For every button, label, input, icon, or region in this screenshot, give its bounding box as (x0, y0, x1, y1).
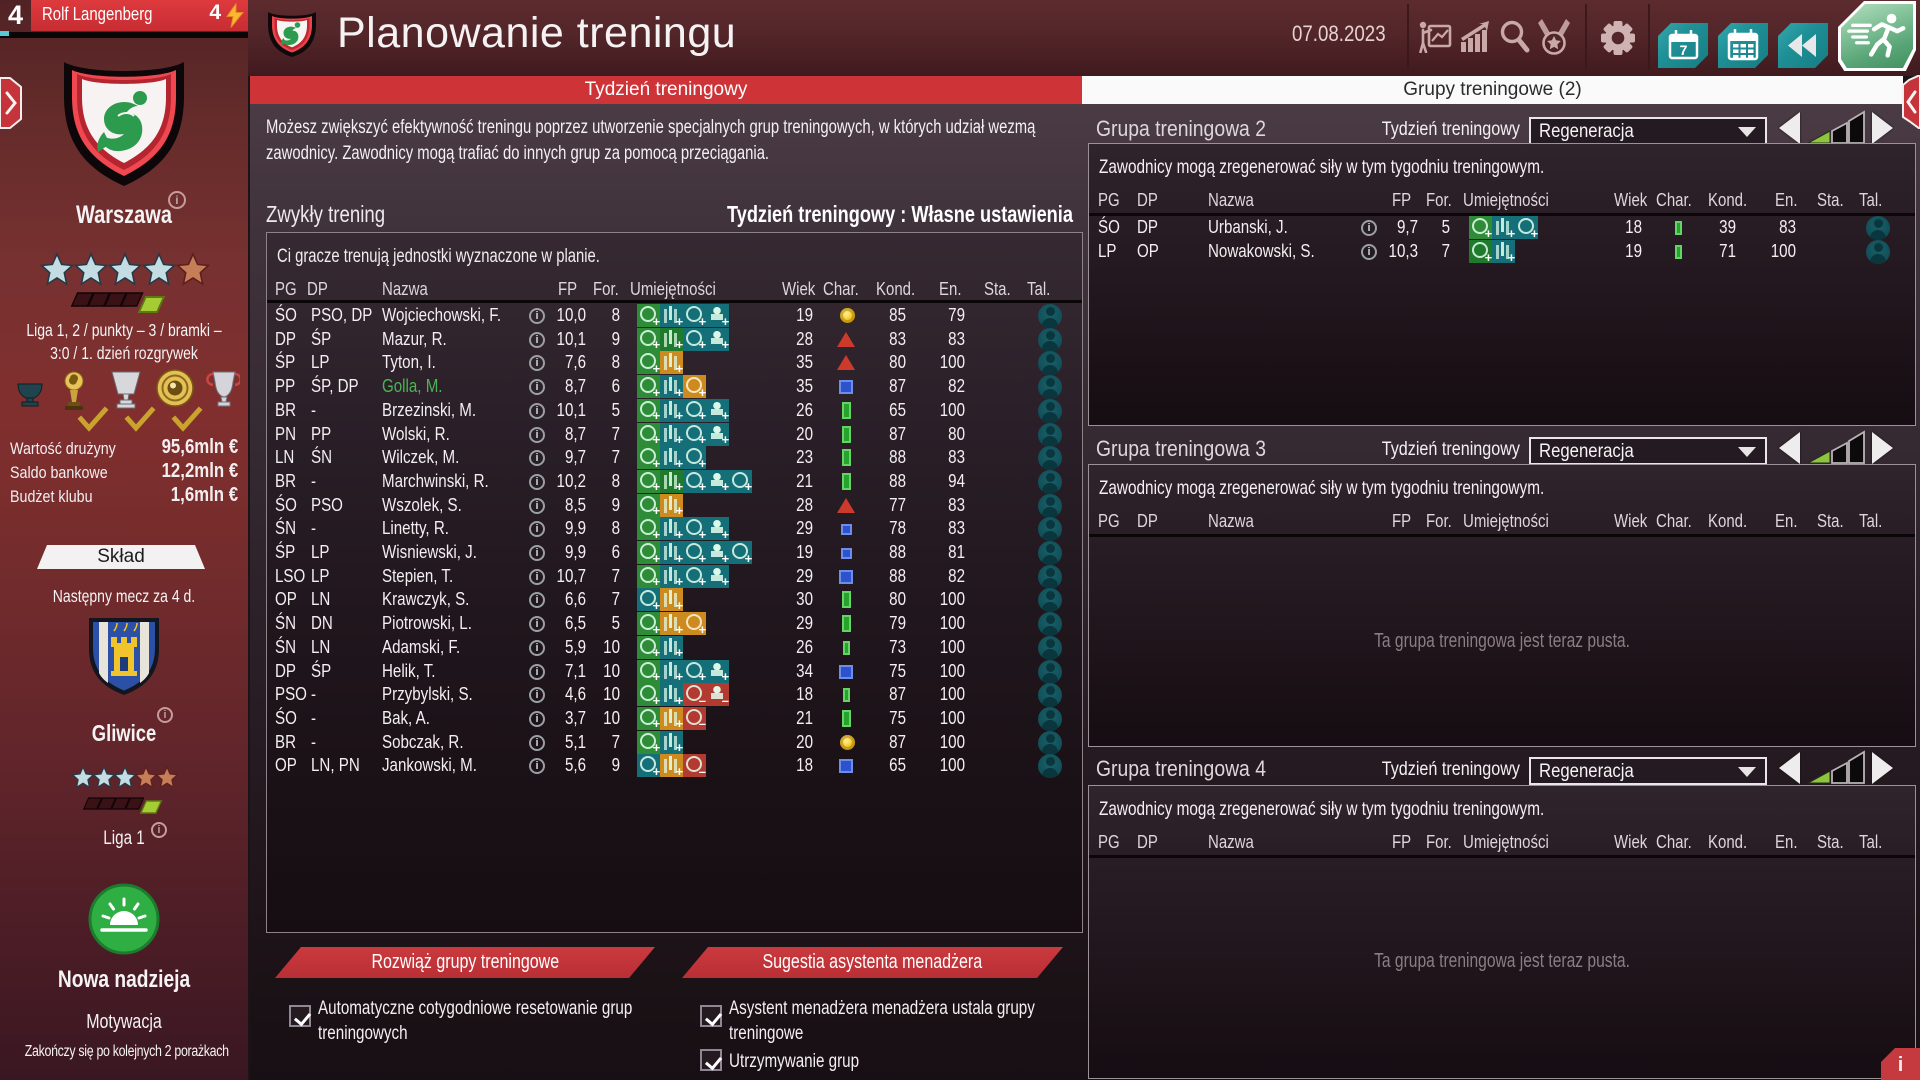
svg-text:7: 7 (1680, 42, 1688, 58)
